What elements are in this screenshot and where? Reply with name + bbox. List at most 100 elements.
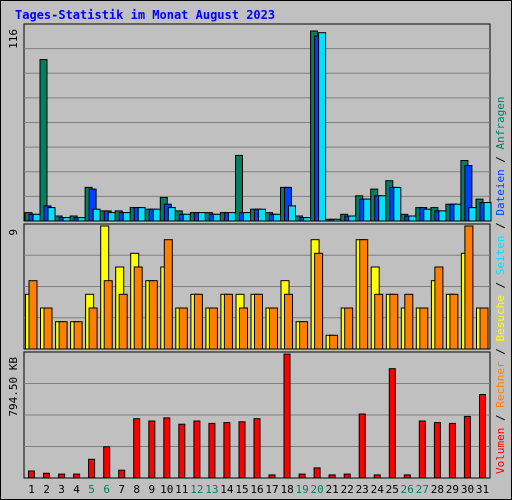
bar-volumen-day-2 <box>43 472 50 479</box>
bar-seiten-day-3 <box>62 217 71 222</box>
bar-rechner-day-14 <box>223 293 233 350</box>
x-tick-label: 9 <box>148 483 155 496</box>
x-tick-label: 12 <box>190 483 203 496</box>
x-tick-label: 29 <box>446 483 459 496</box>
bar-seiten-day-23 <box>363 198 372 222</box>
bar-rechner-day-28 <box>434 266 444 350</box>
legend-entry: Rechner <box>494 361 507 408</box>
x-tick-label: 15 <box>235 483 248 496</box>
bar-rechner-day-10 <box>163 239 173 350</box>
bar-anfragen-day-15 <box>235 154 243 222</box>
legend-entry: / <box>494 149 507 169</box>
bar-rechner-day-20 <box>314 252 324 350</box>
bar-seiten-day-21 <box>333 218 342 222</box>
bar-rechner-day-12 <box>193 293 203 350</box>
bar-volumen-day-5 <box>88 458 96 479</box>
legend-entry: / <box>494 275 507 295</box>
bar-seiten-day-27 <box>423 208 432 222</box>
bar-seiten-day-5 <box>92 208 101 222</box>
bar-rechner-day-17 <box>269 307 278 350</box>
legend-entry: / <box>494 216 507 236</box>
x-tick-label: 10 <box>160 483 173 496</box>
bar-rechner-day-13 <box>208 307 218 350</box>
bar-volumen-day-21 <box>328 474 336 479</box>
chart-title: Tages-Statistik im Monat August 2023 <box>15 8 276 22</box>
bar-volumen-day-31 <box>479 394 486 479</box>
bar-volumen-day-20 <box>313 467 321 479</box>
bar-seiten-day-28 <box>438 210 447 222</box>
bar-rechner-day-29 <box>449 293 459 350</box>
bar-rechner-day-25 <box>389 293 399 350</box>
bar-volumen-day-7 <box>118 469 126 479</box>
legend-entry: Seiten <box>494 236 507 276</box>
bar-volumen-day-23 <box>358 413 366 479</box>
x-tick-label: 8 <box>133 483 140 496</box>
bar-volumen-day-26 <box>403 474 411 479</box>
bar-seiten-day-2 <box>47 207 56 222</box>
x-tick-label: 20 <box>310 483 323 496</box>
bar-volumen-day-14 <box>223 422 231 479</box>
bar-seiten-day-7 <box>122 212 131 222</box>
x-tick-label: 22 <box>341 483 354 496</box>
bar-rechner-day-31 <box>479 307 489 350</box>
bar-rechner-day-18 <box>284 293 293 350</box>
bar-rechner-day-16 <box>254 293 263 350</box>
bar-rechner-day-24 <box>374 293 384 350</box>
bar-volumen-day-24 <box>373 474 381 479</box>
bar-volumen-day-15 <box>238 421 246 479</box>
legend-entry: Dateien <box>494 169 507 215</box>
bar-rechner-day-6 <box>103 280 113 350</box>
bar-rechner-day-9 <box>148 280 158 350</box>
x-tick-label: 16 <box>250 483 263 496</box>
x-tick-label: 31 <box>476 483 489 496</box>
bar-volumen-day-22 <box>343 473 351 479</box>
legend-entry: Volumen <box>494 428 507 474</box>
bar-rechner-day-19 <box>299 321 309 350</box>
bar-seiten-day-4 <box>77 217 86 222</box>
legend: Volumen / Rechner / Besuche / Seiten / D… <box>494 96 507 474</box>
bar-rechner-day-8 <box>133 266 143 350</box>
bar-rechner-day-27 <box>419 307 429 350</box>
bar-volumen-day-12 <box>193 420 201 479</box>
panel-bot: 794.50 KB <box>7 351 491 479</box>
bar-seiten-day-15 <box>243 212 251 222</box>
panel-max-label: 794.50 KB <box>7 357 20 417</box>
x-tick-label: 4 <box>73 483 80 496</box>
bar-rechner-day-22 <box>344 307 354 350</box>
x-tick-label: 1 <box>28 483 35 496</box>
x-tick-label: 28 <box>431 483 444 496</box>
bar-seiten-day-10 <box>167 207 176 222</box>
bar-seiten-day-16 <box>258 208 266 222</box>
bar-rechner-day-4 <box>73 321 83 350</box>
legend-entry: / <box>494 408 507 428</box>
bar-seiten-day-6 <box>107 212 116 222</box>
panel-mid: 9 <box>7 223 491 350</box>
bar-seiten-day-19 <box>303 217 312 222</box>
bar-volumen-day-3 <box>58 473 66 479</box>
x-tick-label: 5 <box>88 483 95 496</box>
x-tick-label: 23 <box>356 483 369 496</box>
bar-seiten-day-12 <box>197 212 206 222</box>
bar-seiten-day-11 <box>182 213 191 222</box>
bar-volumen-day-10 <box>163 417 171 479</box>
bar-volumen-day-18 <box>283 353 291 479</box>
bar-rechner-day-26 <box>404 293 414 350</box>
bar-volumen-day-29 <box>448 422 456 479</box>
bar-seiten-day-29 <box>453 203 462 222</box>
panel-max-label: 116 <box>7 29 20 49</box>
x-tick-label: 7 <box>118 483 125 496</box>
x-tick-label: 17 <box>265 483 278 496</box>
bar-rechner-day-11 <box>178 307 188 350</box>
bar-rechner-day-1 <box>28 280 38 350</box>
bar-seiten-day-17 <box>273 213 281 222</box>
legend-entry: Anfragen <box>494 96 507 149</box>
bar-volumen-day-6 <box>103 446 111 479</box>
bar-seiten-day-26 <box>408 215 417 222</box>
bar-volumen-day-1 <box>28 470 35 479</box>
panel-top: 116 <box>7 23 492 222</box>
bar-volumen-day-25 <box>388 368 396 479</box>
x-tick-label: 18 <box>280 483 293 496</box>
x-tick-label: 6 <box>103 483 110 496</box>
bar-volumen-day-28 <box>433 422 441 479</box>
